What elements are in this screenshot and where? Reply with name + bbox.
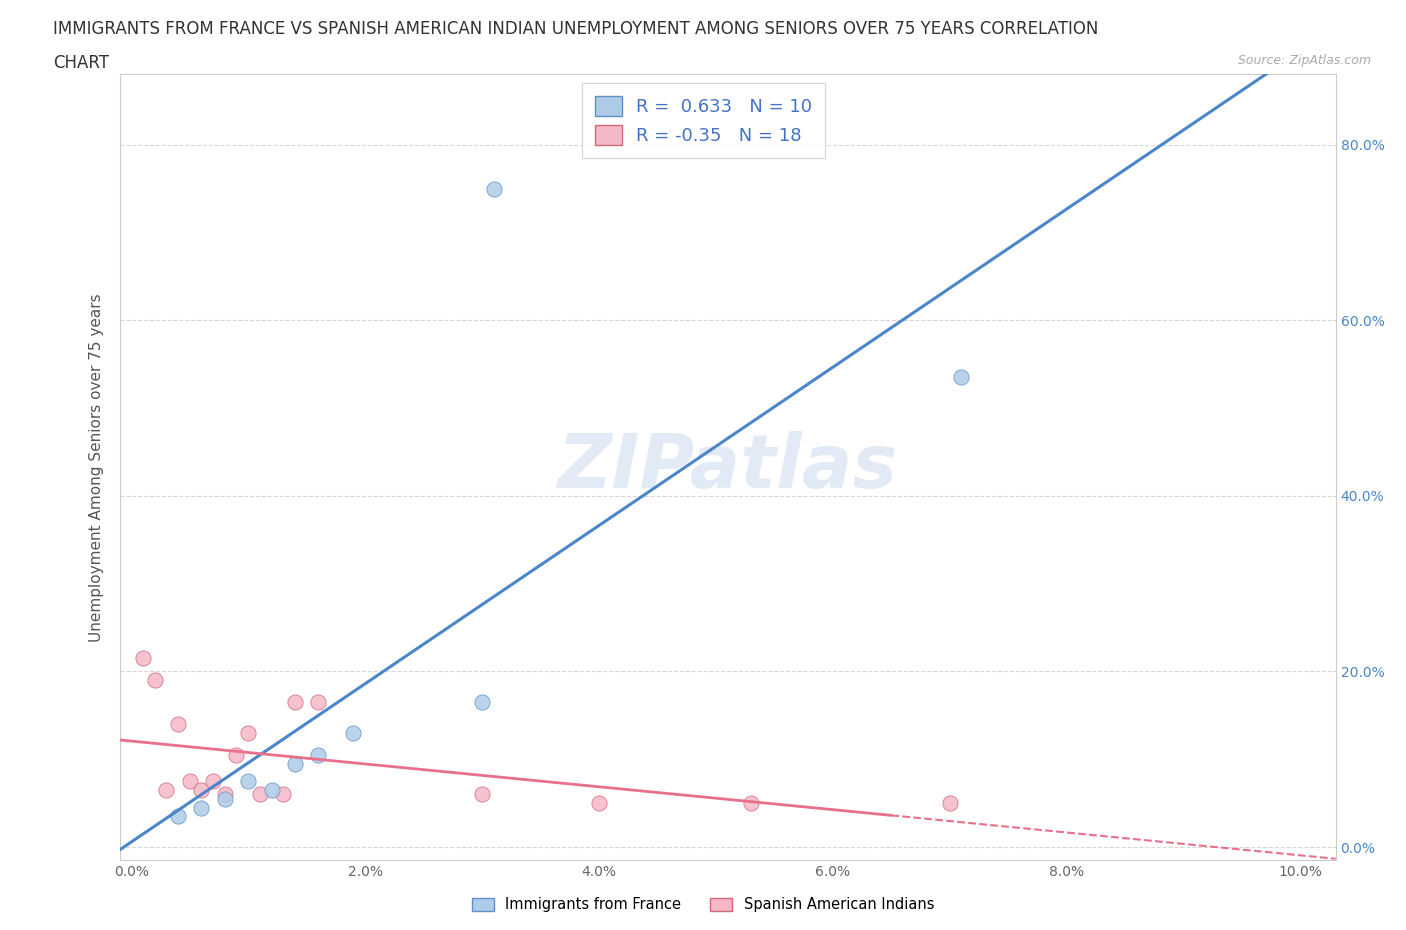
Point — [225, 748, 247, 763]
Point — [307, 748, 329, 763]
Point — [284, 695, 307, 710]
Point — [939, 796, 962, 811]
Point — [190, 782, 212, 797]
Text: IMMIGRANTS FROM FRANCE VS SPANISH AMERICAN INDIAN UNEMPLOYMENT AMONG SENIORS OVE: IMMIGRANTS FROM FRANCE VS SPANISH AMERIC… — [53, 20, 1099, 38]
Text: ZIPatlas: ZIPatlas — [558, 431, 897, 504]
Point — [482, 181, 505, 196]
Point — [950, 370, 973, 385]
Point — [132, 651, 155, 666]
Point — [214, 791, 236, 806]
Point — [588, 796, 610, 811]
Y-axis label: Unemployment Among Seniors over 75 years: Unemployment Among Seniors over 75 years — [89, 293, 104, 642]
Point — [143, 672, 166, 687]
Point — [179, 774, 201, 789]
Text: Source: ZipAtlas.com: Source: ZipAtlas.com — [1237, 54, 1371, 67]
Point — [167, 809, 190, 824]
Legend: R =  0.633   N = 10, R = -0.35   N = 18: R = 0.633 N = 10, R = -0.35 N = 18 — [582, 84, 825, 157]
Point — [260, 782, 283, 797]
Point — [471, 695, 494, 710]
Point — [471, 787, 494, 802]
Point — [284, 756, 307, 771]
Point — [202, 774, 225, 789]
Legend: Immigrants from France, Spanish American Indians: Immigrants from France, Spanish American… — [465, 891, 941, 918]
Text: CHART: CHART — [53, 54, 110, 72]
Point — [214, 787, 236, 802]
Point — [740, 796, 762, 811]
Point — [167, 717, 190, 732]
Point — [307, 695, 329, 710]
Point — [342, 725, 364, 740]
Point — [236, 725, 259, 740]
Point — [236, 774, 259, 789]
Point — [271, 787, 294, 802]
Point — [155, 782, 177, 797]
Point — [249, 787, 271, 802]
Point — [190, 800, 212, 815]
